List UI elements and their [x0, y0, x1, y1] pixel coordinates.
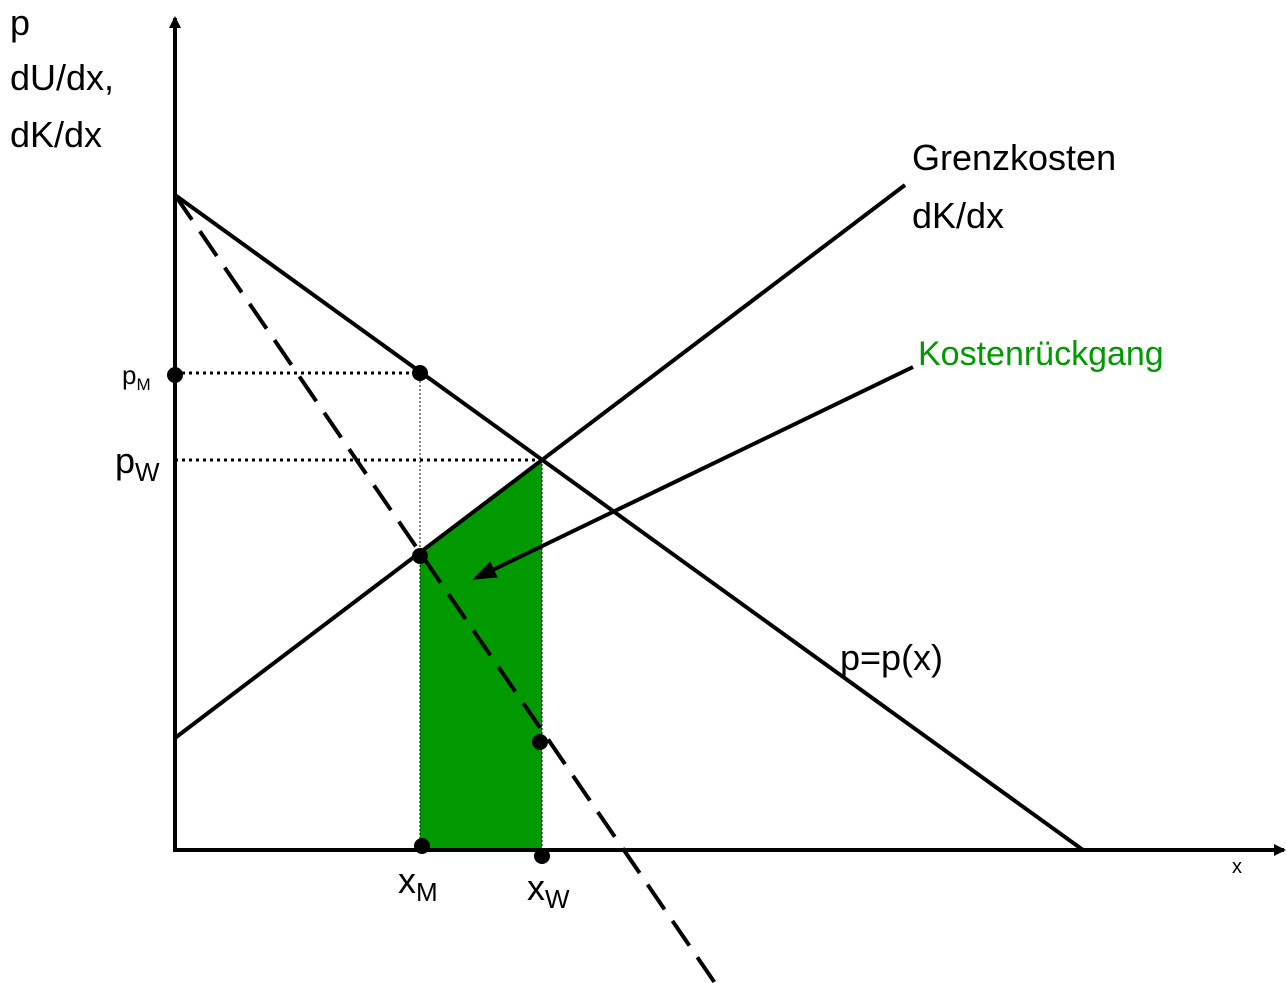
points: [167, 365, 550, 864]
demand-line: [173, 193, 1085, 852]
y-axis-label: dK/dx: [10, 114, 102, 155]
cost-reduction-label: Kostenrückgang: [918, 335, 1164, 373]
label-main: x: [527, 867, 545, 908]
point: [534, 848, 550, 864]
lines: [169, 16, 1286, 983]
y-axis-label: dU/dx,: [10, 57, 114, 98]
label-sub: M: [416, 877, 438, 907]
label-sub: W: [135, 457, 160, 487]
quantity-monopoly-label: xM: [398, 860, 438, 907]
annotation-arrow: [472, 365, 914, 580]
point: [167, 367, 183, 383]
marginal-cost-label: Grenzkosten: [912, 137, 1116, 178]
label-main: p: [115, 440, 135, 481]
point: [532, 734, 548, 750]
price-monopoly-label: pM: [122, 360, 151, 394]
label-sub: W: [545, 884, 570, 914]
point: [412, 365, 428, 381]
x-axis-label: x: [1232, 856, 1242, 878]
label-sub: M: [136, 375, 150, 394]
y-axis-label: p: [10, 2, 30, 43]
marginal-revenue-line: [173, 193, 717, 983]
cost-reduction-area: [420, 460, 542, 850]
quantity-welfare-label: xW: [527, 867, 570, 914]
point: [414, 838, 430, 854]
label-main: p: [122, 360, 136, 390]
marginal-cost-label: dK/dx: [912, 195, 1004, 236]
price-welfare-label: pW: [115, 440, 160, 487]
label-main: x: [398, 860, 416, 901]
demand-label: p=p(x): [840, 637, 943, 678]
point: [412, 548, 428, 564]
